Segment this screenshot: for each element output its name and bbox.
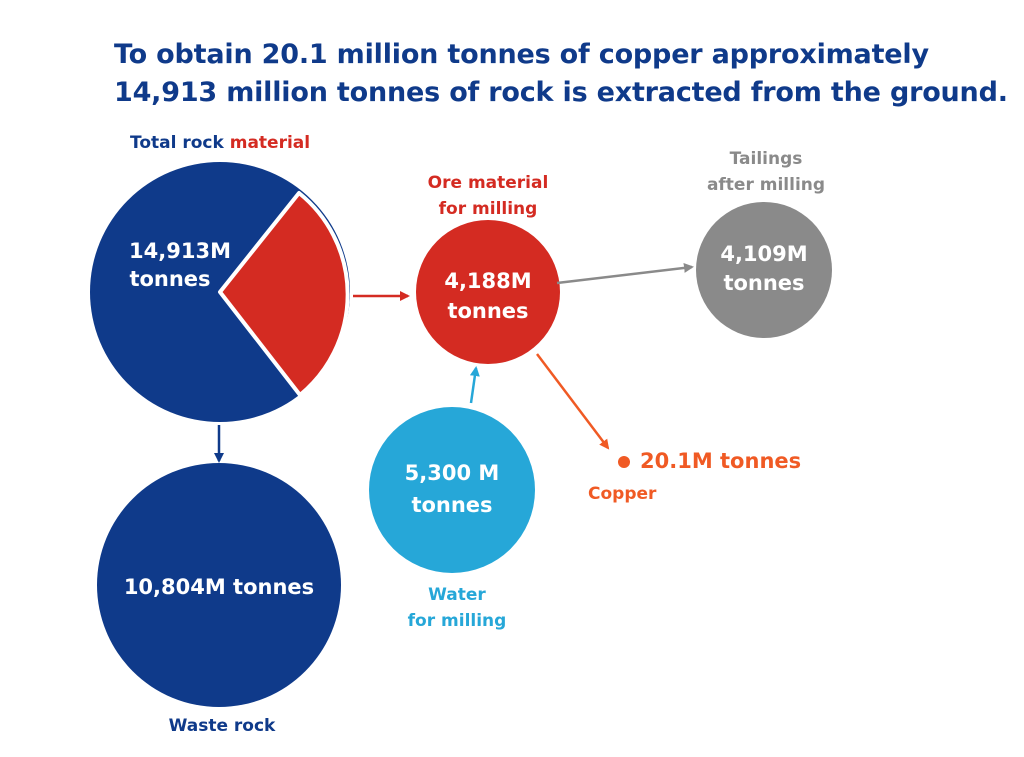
water-label-line1: Water — [428, 585, 486, 605]
arrow-ore-to-tailings — [556, 262, 694, 285]
tailings-value-line2: tonnes — [723, 271, 804, 295]
tailings-circle — [696, 202, 832, 338]
ore-circle — [416, 220, 560, 364]
total-rock-pie — [90, 162, 350, 422]
total-rock-value-line2: tonnes — [129, 267, 210, 291]
total-rock-label: Total rock material — [130, 133, 310, 153]
water-value-line1: 5,300 M — [405, 461, 500, 485]
water-circle — [369, 407, 535, 573]
ore-share-slice — [218, 191, 350, 397]
copper-dot — [618, 456, 630, 468]
total-rock-label-part2: material — [229, 133, 311, 153]
waste-value: 10,804M tonnes — [124, 575, 314, 599]
water-label-line2: for milling — [407, 611, 507, 631]
headline-line-2: 14,913 million tonnes of rock is extract… — [114, 77, 1008, 108]
headline: To obtain 20.1 million tonnes of copper … — [114, 36, 1014, 112]
ore-label-line2: for milling — [438, 199, 538, 219]
copper-value: 20.1M tonnes — [640, 449, 802, 473]
tailings-label-line2: after milling — [706, 175, 826, 195]
tailings-label-line1: Tailings — [729, 149, 803, 169]
ore-label: Ore material for milling — [420, 170, 556, 222]
waste-rock-circle — [97, 463, 341, 707]
tailings-value-line1: 4,109M — [720, 242, 807, 266]
ore-label-line1: Ore material — [427, 173, 549, 193]
total-rock-label-part1: Total rock — [130, 133, 224, 153]
tailings-label: Tailings after milling — [700, 146, 832, 198]
ore-value-line1: 4,188M — [444, 269, 531, 293]
arrow-ore-to-copper — [536, 353, 610, 450]
water-label: Water for milling — [398, 582, 516, 634]
water-value-line2: tonnes — [411, 493, 492, 517]
total-rock-value-line1: 14,913M — [129, 239, 231, 263]
headline-line-1: To obtain 20.1 million tonnes of copper … — [114, 39, 929, 70]
waste-label: Waste rock — [168, 716, 276, 736]
ore-value-line2: tonnes — [447, 299, 528, 323]
copper-label: Copper — [588, 484, 657, 504]
arrow-water-to-ore — [469, 366, 480, 404]
